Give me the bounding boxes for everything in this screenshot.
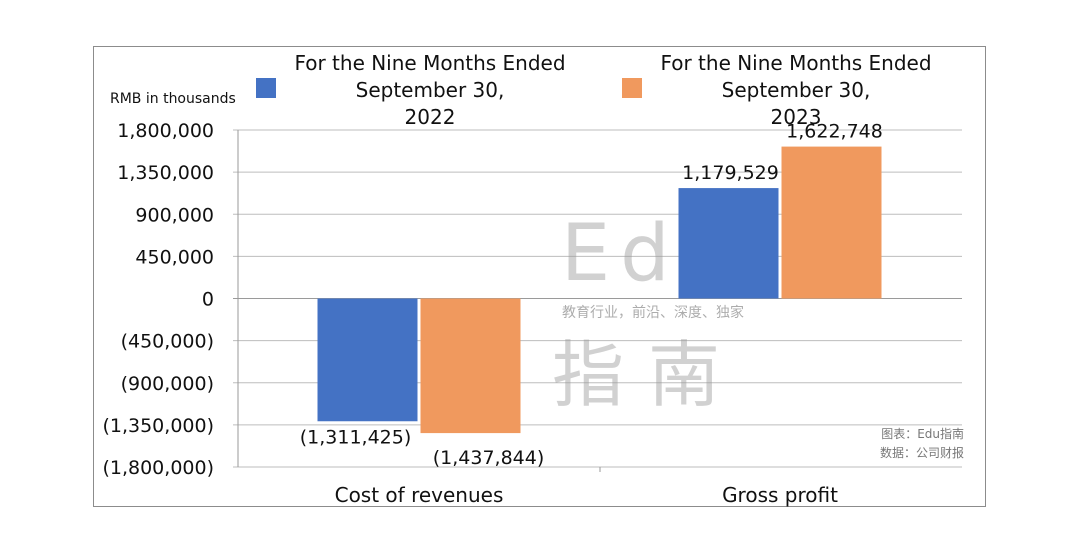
source-data-credit: 数据：公司财报 <box>880 445 964 460</box>
data-labels: (1,311,425) 1,179,529 (1,437,844) 1,622,748 <box>300 121 883 470</box>
legend-swatch <box>622 78 642 98</box>
y-tick-label: 900,000 <box>135 204 214 226</box>
legend: For the Nine Months Ended September 30, 20… <box>256 51 932 129</box>
y-tick-label: (450,000) <box>121 331 214 353</box>
legend-line: 2022 <box>405 105 456 129</box>
watermark-tagline: 教育行业，前沿、深度、独家 <box>562 304 744 321</box>
source-chart-credit: 图表：Edu指南 <box>881 426 964 441</box>
bar-2022-cost-of-revenues <box>317 298 418 422</box>
legend-line: For the Nine Months Ended <box>294 51 565 75</box>
legend-entry: For the Nine Months Ended September 30, 20… <box>660 51 931 129</box>
legend-line: For the Nine Months Ended <box>660 51 931 75</box>
category-label: Cost of revenues <box>335 483 504 507</box>
legend-swatch <box>256 78 276 98</box>
y-tick-label: 0 <box>202 289 214 311</box>
unit-label: RMB in thousands <box>110 91 236 107</box>
gridlines <box>233 129 962 472</box>
category-labels: Cost of revenues Gross profit <box>335 483 838 507</box>
data-label: 1,179,529 <box>682 162 779 184</box>
source-note: 图表：Edu指南 数据：公司财报 <box>880 426 964 460</box>
y-tick-label: 450,000 <box>135 246 214 268</box>
data-label: 1,622,748 <box>786 121 883 143</box>
legend-line: 2023 <box>771 105 822 129</box>
bar-2022-gross-profit <box>678 188 779 299</box>
y-tick-label: 1,800,000 <box>117 120 214 142</box>
bar-2023-gross-profit <box>781 146 882 299</box>
category-label: Gross profit <box>722 483 838 507</box>
watermark-logo-cn: 指南 <box>552 333 744 417</box>
legend-entry: For the Nine Months Ended September 30, 20… <box>294 51 565 129</box>
data-label: (1,437,844) <box>433 447 545 469</box>
y-tick-label: (1,350,000) <box>102 415 214 437</box>
chart-frame <box>93 46 986 507</box>
y-tick-label: (1,800,000) <box>102 457 214 479</box>
bar-2023-cost-of-revenues <box>420 298 521 434</box>
y-tick-label: 1,350,000 <box>117 162 214 184</box>
legend-line: September 30, <box>722 78 871 102</box>
bars <box>317 146 882 434</box>
y-tick-label: (900,000) <box>121 373 214 395</box>
y-axis-ticks: 1,800,000 1,350,000 900,000 450,000 0 (450,00… <box>102 120 214 479</box>
data-label: (1,311,425) <box>300 426 412 448</box>
legend-line: September 30, <box>356 78 505 102</box>
